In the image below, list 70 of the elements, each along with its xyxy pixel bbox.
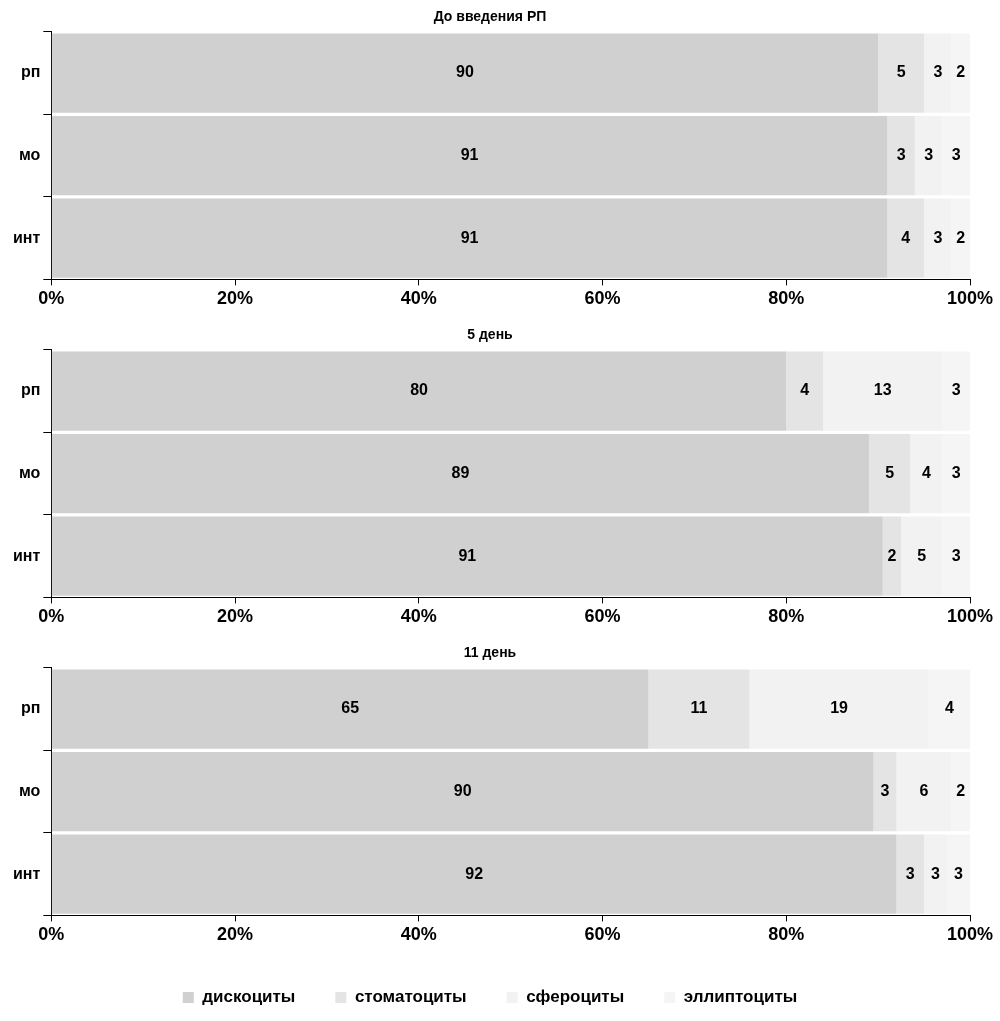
data-label: 19 <box>830 699 849 717</box>
data-label: 3 <box>951 146 961 164</box>
chart-title: 11 день <box>463 644 517 661</box>
x-tick-label: 0% <box>38 924 65 945</box>
x-tick-label: 60% <box>584 288 621 309</box>
legend-label: стоматоциты <box>354 987 467 1007</box>
x-tick-label: 100% <box>946 924 994 945</box>
data-label: 4 <box>800 381 810 399</box>
legend-label: сфероциты <box>526 987 625 1007</box>
x-tick-label: 20% <box>217 606 254 627</box>
data-label: 3 <box>905 864 915 882</box>
data-label: 5 <box>917 546 927 564</box>
x-tick-label: 40% <box>400 288 437 309</box>
x-tick-label: 40% <box>400 924 437 945</box>
x-tick-label: 60% <box>584 606 621 627</box>
data-label: 91 <box>460 146 479 164</box>
data-label: 13 <box>873 381 892 399</box>
x-tick-label: 60% <box>584 924 621 945</box>
y-tick-label: инт <box>12 228 41 246</box>
data-label: 3 <box>951 546 961 564</box>
data-label: 3 <box>880 782 890 800</box>
x-tick-label: 20% <box>217 924 254 945</box>
data-label: 2 <box>956 228 966 246</box>
data-label: 4 <box>901 228 911 246</box>
legend-label: дискоциты <box>202 987 296 1007</box>
y-tick-label: рп <box>20 699 41 717</box>
data-label: 4 <box>921 464 931 482</box>
x-tick-label: 0% <box>38 606 65 627</box>
y-tick-label: мо <box>18 146 41 164</box>
y-tick-label: инт <box>12 864 41 882</box>
data-label: 3 <box>951 464 961 482</box>
data-label: 3 <box>931 864 941 882</box>
x-tick-label: 20% <box>217 288 254 309</box>
x-tick-label: 100% <box>946 288 994 309</box>
data-label: 90 <box>453 782 472 800</box>
data-label: 65 <box>341 699 360 717</box>
data-label: 5 <box>896 63 906 81</box>
x-tick-label: 80% <box>768 606 805 627</box>
data-label: 92 <box>465 864 484 882</box>
data-label: 89 <box>451 464 470 482</box>
data-label: 2 <box>956 782 966 800</box>
data-label: 6 <box>919 782 929 800</box>
data-label: 80 <box>410 381 429 399</box>
data-label: 11 <box>690 699 708 717</box>
y-tick-label: инт <box>12 546 41 564</box>
y-tick-label: мо <box>18 464 41 482</box>
data-label: 3 <box>951 381 961 399</box>
data-label: 2 <box>956 63 966 81</box>
data-label: 2 <box>887 546 897 564</box>
data-label: 3 <box>933 63 943 81</box>
data-label: 3 <box>924 146 934 164</box>
y-tick-label: мо <box>18 782 41 800</box>
data-label: 4 <box>944 699 954 717</box>
chart-title: 5 день <box>467 326 514 343</box>
y-tick-label: рп <box>20 381 41 399</box>
x-tick-label: 100% <box>946 606 994 627</box>
data-label: 3 <box>933 228 943 246</box>
data-label: 90 <box>456 63 474 81</box>
legend-label: эллиптоциты <box>683 987 798 1007</box>
x-tick-label: 0% <box>38 288 65 309</box>
chart-title: До введения РП <box>433 8 547 25</box>
y-tick-label: рп <box>20 63 41 81</box>
data-label: 3 <box>954 864 964 882</box>
data-label: 3 <box>896 146 906 164</box>
x-tick-label: 40% <box>400 606 437 627</box>
data-label: 91 <box>458 546 477 564</box>
x-tick-label: 80% <box>768 288 805 309</box>
x-tick-label: 80% <box>768 924 805 945</box>
data-label: 5 <box>885 464 895 482</box>
data-label: 91 <box>460 228 479 246</box>
